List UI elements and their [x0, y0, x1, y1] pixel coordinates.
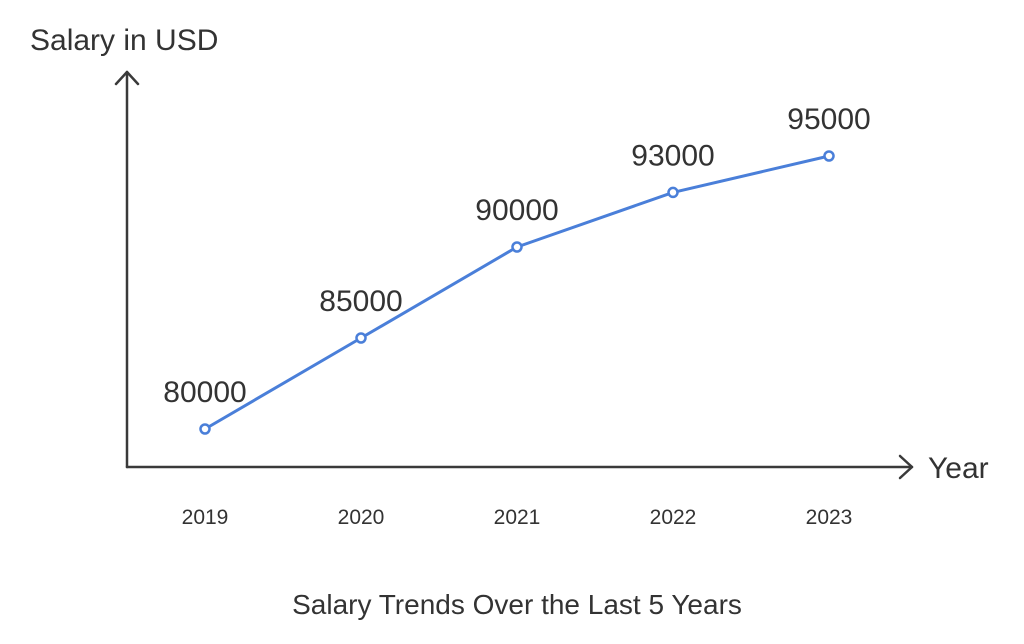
data-point-2021 [511, 241, 523, 253]
x-tick-label-2019: 2019 [182, 506, 229, 529]
x-tick-labels: 2019 2020 2021 2022 2023 [182, 506, 853, 529]
data-label-2023: 95000 [787, 103, 870, 136]
data-point-2020 [355, 332, 367, 344]
y-axis-arrow [114, 70, 140, 86]
y-axis [114, 70, 140, 469]
data-label-2020: 85000 [319, 285, 402, 318]
x-tick-label-2023: 2023 [806, 506, 853, 529]
y-axis-title: Salary in USD [30, 24, 218, 57]
x-axis [125, 454, 914, 480]
data-point-2022 [667, 186, 679, 199]
data-label-2019: 80000 [163, 376, 246, 409]
x-tick-label-2021: 2021 [494, 506, 541, 529]
data-point-2019 [199, 423, 211, 435]
series [199, 150, 835, 435]
data-label-2021: 90000 [475, 194, 558, 227]
data-label-2022: 93000 [631, 139, 714, 172]
data-point-2023 [823, 150, 835, 162]
chart-title: Salary Trends Over the Last 5 Years [292, 589, 742, 620]
x-tick-label-2020: 2020 [338, 506, 385, 529]
data-labels: 80000 85000 90000 93000 95000 [163, 103, 870, 409]
x-tick-label-2022: 2022 [650, 506, 697, 529]
x-axis-arrow [898, 454, 914, 480]
x-axis-title: Year [928, 452, 989, 485]
